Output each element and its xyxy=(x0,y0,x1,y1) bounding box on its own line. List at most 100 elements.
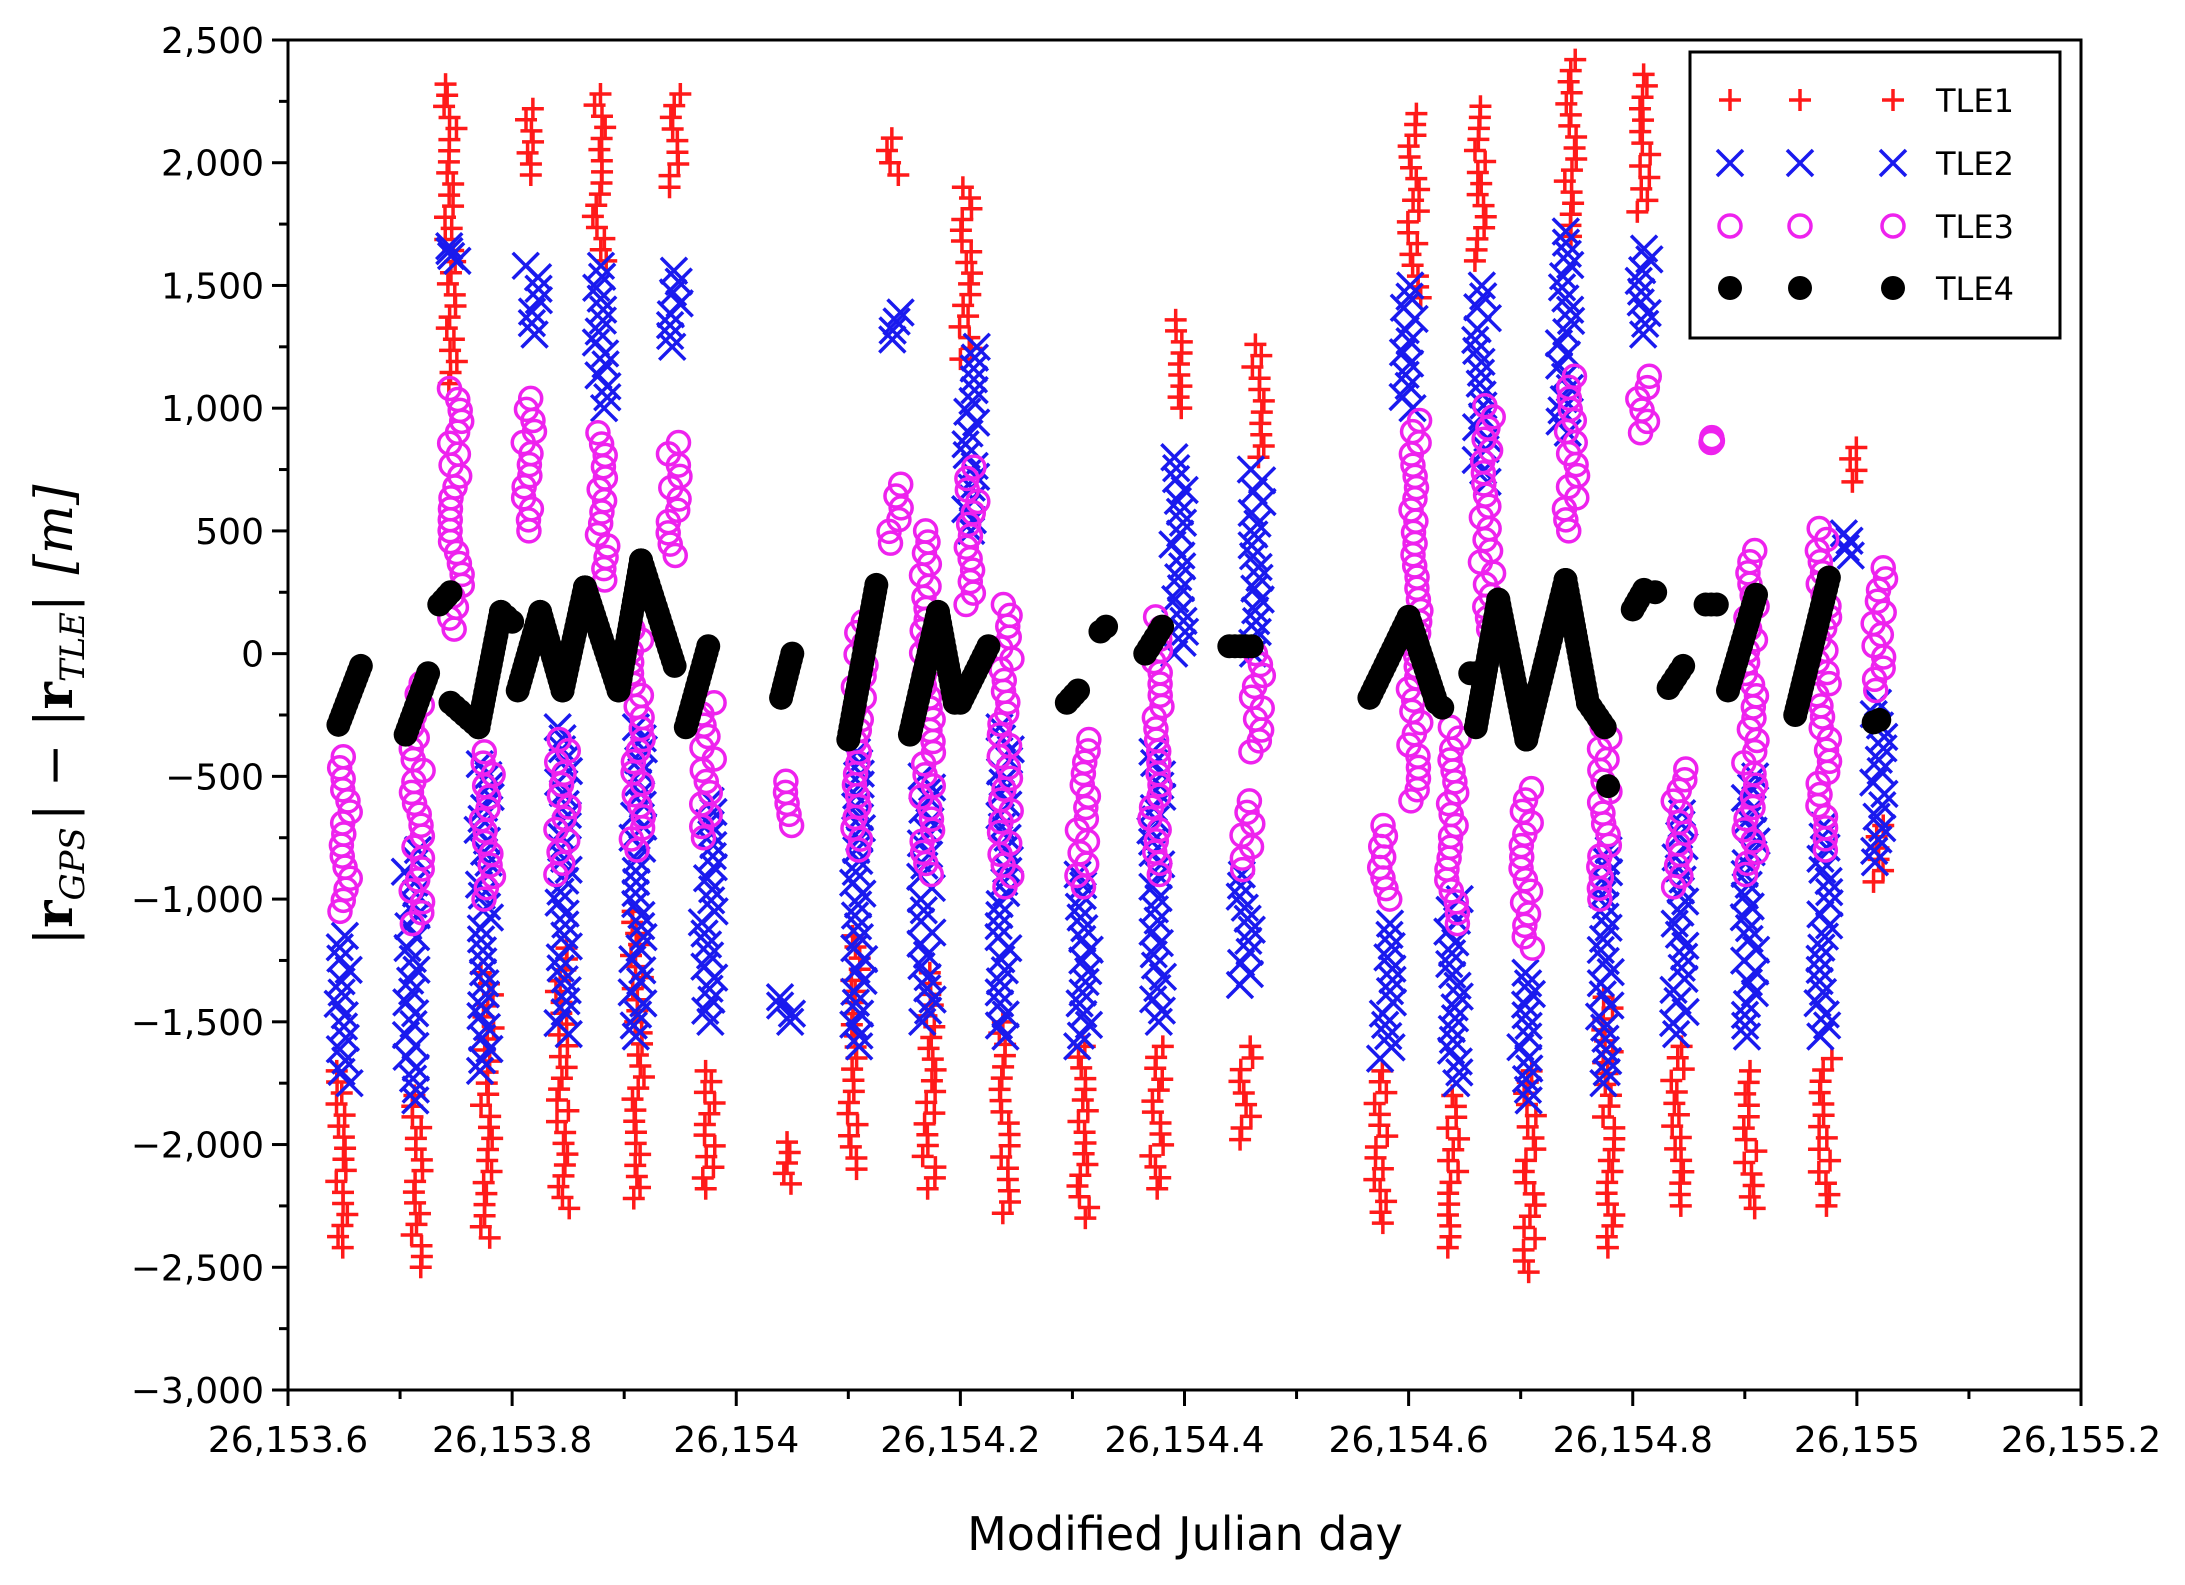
legend-marker-tle4 xyxy=(1788,276,1812,300)
tle1-point xyxy=(553,1154,576,1176)
tle3-point xyxy=(1236,788,1263,814)
series-layer xyxy=(323,48,1899,1284)
tle3-point xyxy=(446,550,473,577)
tle4-point xyxy=(864,572,889,597)
legend-marker-tle2 xyxy=(1785,148,1815,178)
tle4-point xyxy=(1643,580,1668,605)
tle2-point xyxy=(1551,217,1581,246)
tle1-point xyxy=(659,106,682,129)
tle1-point xyxy=(1518,1205,1541,1228)
legend-box xyxy=(1688,50,2062,340)
tle1-point xyxy=(961,262,984,285)
tle1-point xyxy=(924,1156,947,1179)
tle1-point xyxy=(334,1159,357,1182)
tle2-point xyxy=(625,967,655,996)
tle1-point xyxy=(1560,159,1583,182)
tle3-point xyxy=(1517,878,1544,904)
tle1-point xyxy=(594,116,617,139)
tle1-point xyxy=(438,128,461,151)
tle2-point xyxy=(435,231,464,261)
tle1-point xyxy=(772,1162,795,1185)
tle2-point xyxy=(838,868,868,897)
tle1-point xyxy=(547,1175,570,1198)
tle1-point xyxy=(436,272,459,295)
tle1-point xyxy=(1524,1227,1547,1250)
tle2-point xyxy=(551,910,580,939)
tle1-point xyxy=(841,1058,864,1081)
tle3-point xyxy=(655,520,681,546)
tle2-point xyxy=(765,991,795,1020)
tle3-point xyxy=(517,385,544,412)
tle1-point xyxy=(1742,1174,1765,1197)
tle2-point xyxy=(1378,988,1408,1017)
tle2-point xyxy=(1238,541,1268,571)
tle3-point xyxy=(1673,756,1699,782)
tle1-point xyxy=(1363,1092,1386,1115)
legend-marker-tle3 xyxy=(1880,213,1906,239)
tle1-point xyxy=(1632,109,1655,132)
tle3-point xyxy=(438,485,464,511)
tle2-point xyxy=(546,954,575,983)
tle2-point xyxy=(659,256,689,285)
x-tick-label: 26,154.6 xyxy=(1328,1420,1488,1461)
tle3-point xyxy=(513,396,540,423)
legend-marker-tle2 xyxy=(1878,148,1908,178)
tle2-point xyxy=(1468,282,1498,311)
tle3-point xyxy=(1437,747,1463,773)
tle4-point xyxy=(1066,678,1091,703)
tle2-point xyxy=(1165,519,1195,548)
tle3-point xyxy=(1508,832,1535,859)
tle1-point xyxy=(1469,95,1492,118)
legend-label-tle4: TLE4 xyxy=(1935,270,2014,308)
tle2-point xyxy=(399,1009,428,1039)
tle3-point xyxy=(447,397,473,424)
tle2-point xyxy=(1814,877,1844,907)
tle1-point xyxy=(1553,170,1576,193)
tle1-point xyxy=(1636,189,1659,212)
tle1-point xyxy=(1250,344,1273,367)
tle1-point xyxy=(1667,1103,1690,1126)
tle1-point xyxy=(1444,1095,1467,1118)
tle1-point xyxy=(875,139,898,162)
tle1-point xyxy=(405,1213,428,1236)
tle1-point xyxy=(1146,1177,1169,1200)
tle2-point xyxy=(878,325,907,354)
tle1-point xyxy=(1151,1035,1174,1058)
tle2-point xyxy=(664,267,693,296)
tle1-point xyxy=(1841,470,1864,493)
tle2-point xyxy=(621,867,651,897)
tle1-point xyxy=(327,1225,350,1248)
tle2-point xyxy=(1068,978,1097,1007)
tle3-point xyxy=(592,442,618,469)
tle1-point xyxy=(548,1078,571,1101)
tle2-point xyxy=(906,907,936,936)
tle2-point xyxy=(1378,965,1407,995)
y-axis-title: |rGPS| − |rTLE|[m] xyxy=(24,484,93,946)
tle1-point xyxy=(1664,1137,1687,1160)
tle2-point xyxy=(1670,964,1699,994)
tle1-point xyxy=(1524,1138,1547,1161)
tle2-point xyxy=(1161,453,1191,483)
tle1-point xyxy=(333,1104,356,1127)
x-tick-label: 26,155.2 xyxy=(2001,1420,2161,1461)
tle2-point xyxy=(520,320,549,349)
tle2-point xyxy=(882,307,911,336)
tle1-point xyxy=(957,305,980,328)
tle2-point xyxy=(1069,999,1098,1029)
tle2-point xyxy=(1629,234,1659,263)
tle2-point xyxy=(695,941,725,970)
tle1-point xyxy=(1597,1149,1620,1172)
tle1-point xyxy=(1564,48,1587,71)
tle3-point xyxy=(909,839,936,866)
tle1-point xyxy=(1235,1093,1258,1116)
tle1-point xyxy=(1638,166,1661,189)
tle1-point xyxy=(917,1037,940,1060)
tle2-point xyxy=(1589,1068,1618,1098)
tle1-point xyxy=(1436,1236,1459,1259)
tle1-point xyxy=(438,184,461,207)
tle2-point xyxy=(1068,924,1097,954)
tle3-point xyxy=(1137,805,1163,832)
tle1-point xyxy=(1139,1144,1162,1167)
tle2-point xyxy=(985,989,1015,1018)
tle2-point xyxy=(401,1075,430,1104)
